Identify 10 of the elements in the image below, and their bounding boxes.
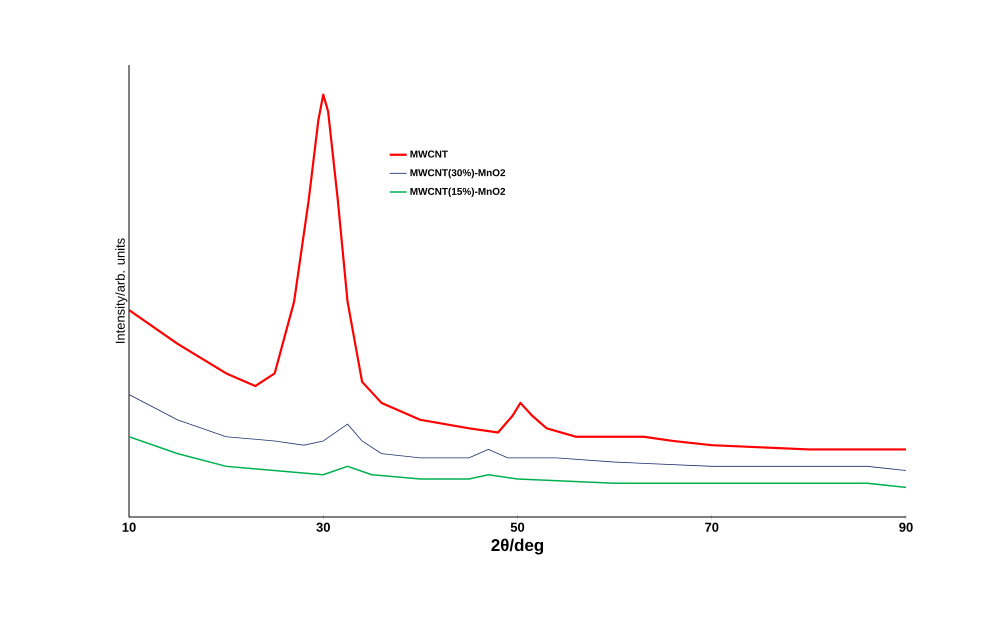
x-tick-label: 50 <box>510 522 524 532</box>
x-tick-label: 30 <box>316 522 330 532</box>
x-tick-label: 10 <box>122 522 136 532</box>
legend-label: MWCNT(15%)-MnO2 <box>410 188 506 197</box>
x-tick-label: 70 <box>705 522 718 532</box>
legend-label: MWCNT <box>410 150 448 158</box>
y-axis-title: Intensity/arb. units <box>115 238 128 343</box>
x-axis-title: 2θ/deg <box>491 538 544 555</box>
x-tick-label: 90 <box>899 522 913 532</box>
legend-label: MWCNT(30%)-MnO2 <box>410 168 506 178</box>
